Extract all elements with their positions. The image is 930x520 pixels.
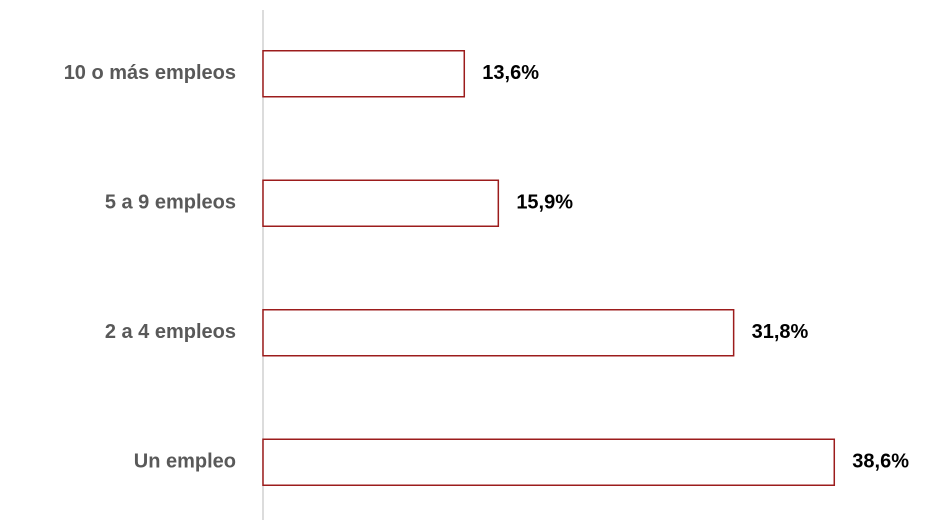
bar <box>262 438 836 486</box>
bar <box>262 309 735 357</box>
bar <box>262 179 500 227</box>
value-label: 15,9% <box>516 192 573 214</box>
value-label: 13,6% <box>482 62 539 84</box>
value-label: 38,6% <box>852 451 909 473</box>
y-tick-label: 2 a 4 empleos <box>105 321 236 343</box>
y-tick-label: 10 o más empleos <box>64 62 236 84</box>
y-tick-label: 5 a 9 empleos <box>105 192 236 214</box>
bar <box>262 50 466 98</box>
value-label: 31,8% <box>752 321 809 343</box>
y-tick-label: Un empleo <box>134 451 236 473</box>
